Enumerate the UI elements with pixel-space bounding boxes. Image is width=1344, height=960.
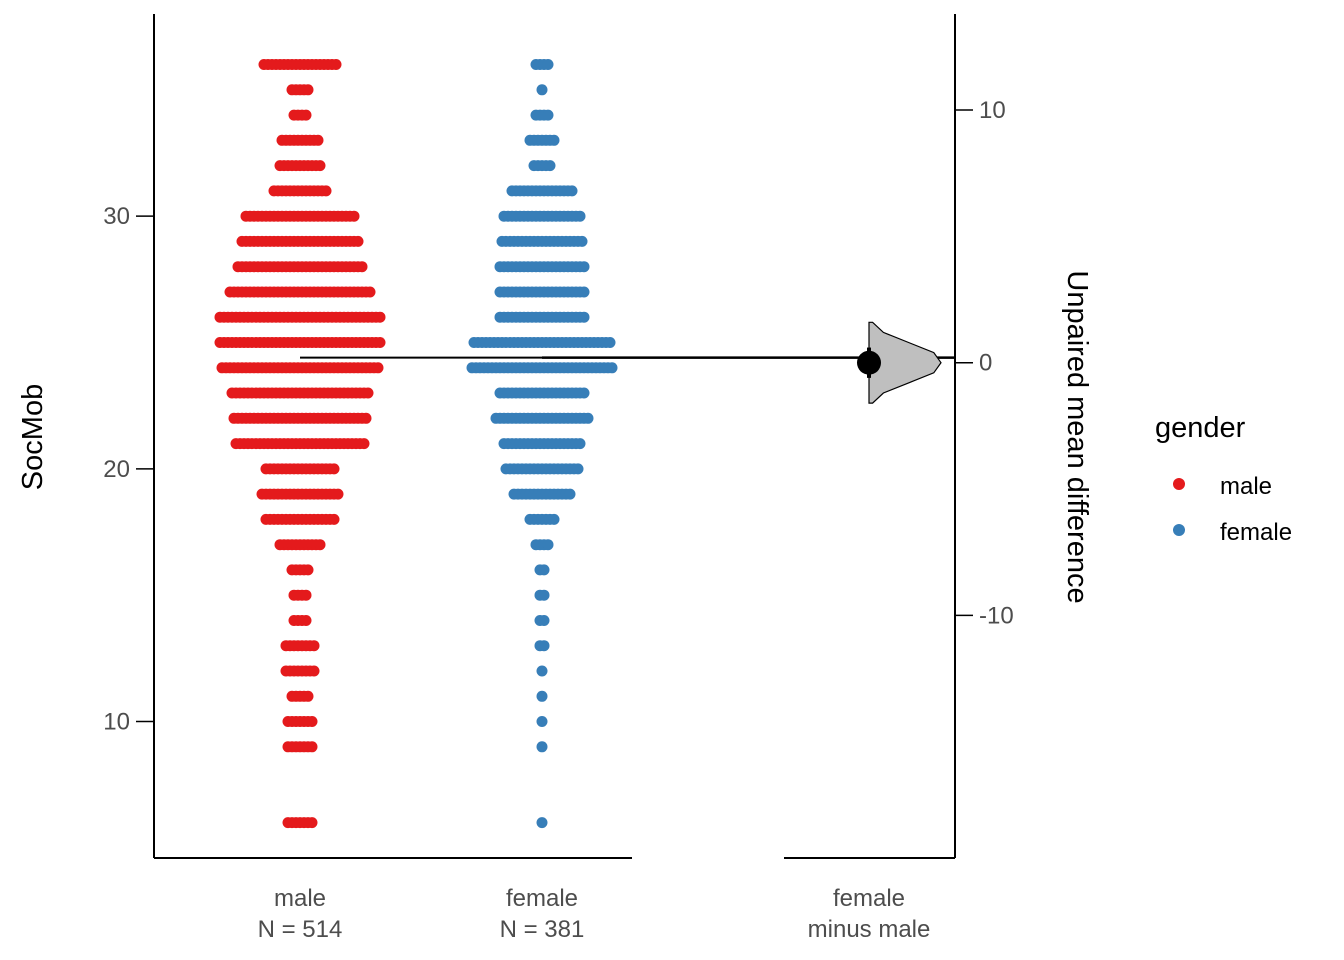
legend: gender male female xyxy=(1155,412,1292,546)
data-point xyxy=(328,513,340,525)
data-point xyxy=(314,539,326,551)
data-point xyxy=(548,134,560,146)
data-point xyxy=(362,387,374,399)
data-point xyxy=(302,564,314,576)
data-point xyxy=(536,741,548,753)
legend-label-female: female xyxy=(1220,519,1292,546)
data-point xyxy=(576,235,588,247)
data-point xyxy=(348,210,360,222)
data-point xyxy=(538,564,550,576)
data-point xyxy=(374,311,386,323)
data-point xyxy=(604,337,616,348)
data-point xyxy=(312,134,324,146)
data-point xyxy=(374,337,386,348)
data-point xyxy=(536,84,548,96)
data-point xyxy=(542,539,554,551)
data-point xyxy=(372,362,384,374)
data-point xyxy=(536,690,548,702)
data-point xyxy=(538,615,550,626)
data-point xyxy=(574,438,586,450)
data-point xyxy=(548,513,560,525)
left-tick-label: 10 xyxy=(103,709,130,736)
data-point xyxy=(536,817,548,829)
data-point xyxy=(314,160,326,172)
x-label-difference: female minus male xyxy=(808,885,931,943)
data-point xyxy=(306,741,318,753)
data-point xyxy=(578,311,590,323)
x-axis-labels: male N = 514 female N = 381 female minus male xyxy=(258,885,931,943)
legend-swatch-female xyxy=(1173,524,1185,536)
left-tick-label: 30 xyxy=(103,203,130,230)
data-point xyxy=(300,589,312,601)
right-axis-ticks: 10 0 -10 xyxy=(955,97,1014,629)
data-point xyxy=(578,261,590,273)
data-point xyxy=(566,185,578,197)
data-point xyxy=(538,589,550,601)
data-point xyxy=(578,286,590,298)
data-point xyxy=(352,235,364,247)
mean-difference-point xyxy=(857,350,881,375)
data-point xyxy=(306,817,318,829)
swarm-female xyxy=(466,59,618,829)
right-axis-title: Unpaired mean difference xyxy=(1061,270,1093,603)
data-point xyxy=(320,185,332,197)
data-point xyxy=(306,716,318,727)
data-point xyxy=(332,488,344,500)
data-point xyxy=(302,84,314,96)
data-point xyxy=(542,59,554,70)
data-point xyxy=(364,286,376,298)
data-point xyxy=(574,210,586,222)
data-point xyxy=(308,665,320,677)
x-label-female: female N = 381 xyxy=(500,885,585,943)
swarm-male xyxy=(214,59,386,829)
left-axis-title: SocMob xyxy=(17,384,49,490)
data-point xyxy=(308,640,320,652)
legend-label-male: male xyxy=(1220,473,1272,500)
left-axis-ticks: 10 20 30 xyxy=(103,203,154,736)
data-point xyxy=(356,261,368,273)
bootstrap-density xyxy=(868,321,942,404)
data-point xyxy=(538,640,550,652)
data-point xyxy=(544,160,556,172)
data-point xyxy=(606,362,618,374)
legend-title: gender xyxy=(1155,412,1246,444)
right-tick-label: -10 xyxy=(979,602,1014,629)
effect-size-plot xyxy=(857,321,942,404)
data-point xyxy=(582,412,594,424)
data-point xyxy=(564,488,576,500)
data-point xyxy=(572,463,584,475)
data-point xyxy=(330,59,342,70)
legend-swatch-male xyxy=(1173,478,1185,490)
data-point xyxy=(302,690,314,702)
data-point xyxy=(536,716,548,727)
data-point xyxy=(358,438,370,450)
data-point xyxy=(328,463,340,475)
data-point xyxy=(300,109,312,121)
data-point xyxy=(542,109,554,121)
data-point xyxy=(578,387,590,399)
swarm-dots xyxy=(214,59,618,829)
data-point xyxy=(360,412,372,424)
right-tick-label: 10 xyxy=(979,97,1006,124)
left-tick-label: 20 xyxy=(103,456,130,483)
x-label-male: male N = 514 xyxy=(258,885,343,943)
data-point xyxy=(536,665,548,677)
right-tick-label: 0 xyxy=(979,350,992,377)
data-point xyxy=(300,615,312,626)
